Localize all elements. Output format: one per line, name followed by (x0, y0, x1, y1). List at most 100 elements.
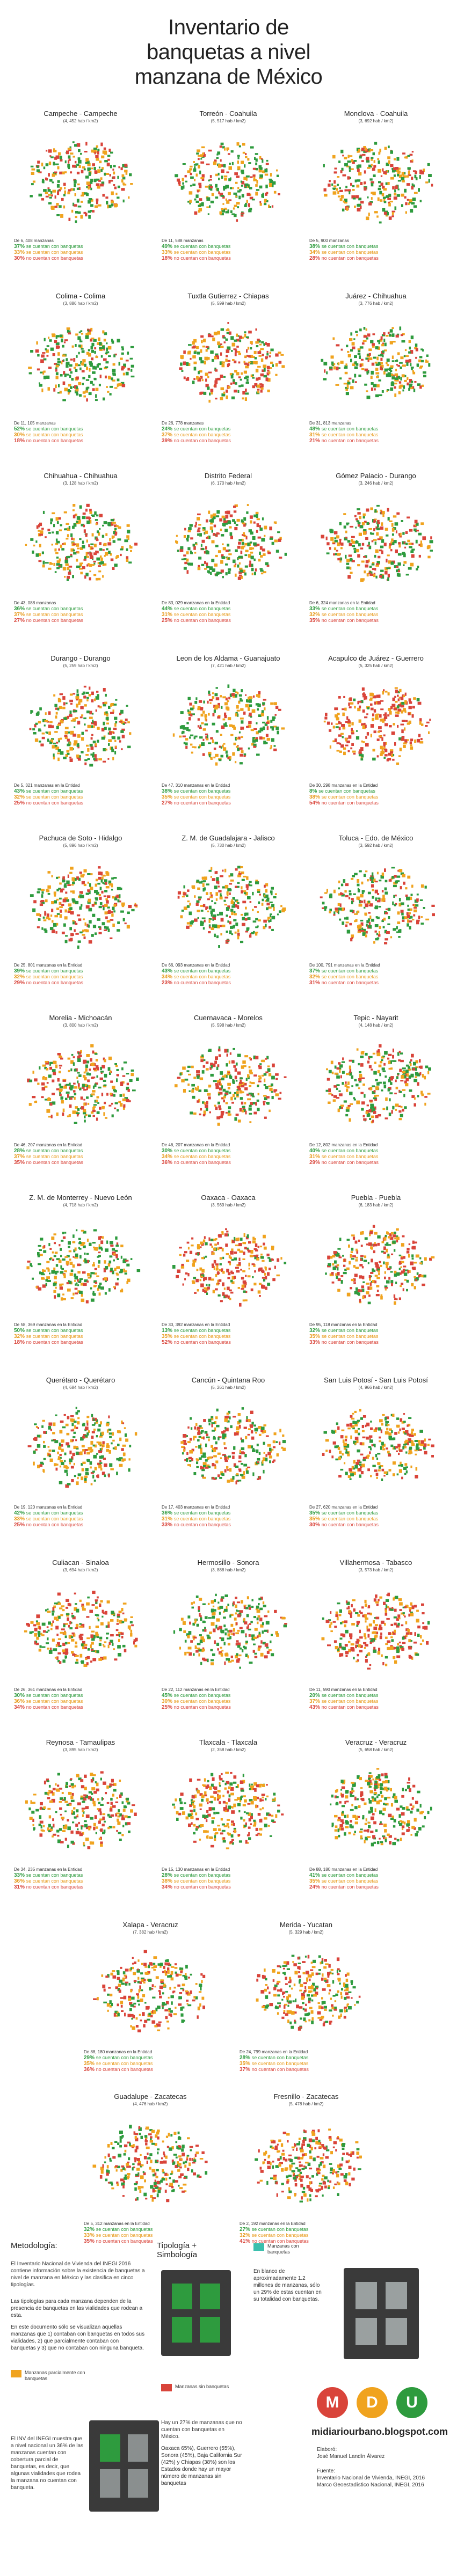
city-block (373, 1111, 376, 1114)
city-block (190, 743, 193, 746)
city-block (68, 1114, 71, 1117)
city-block (388, 545, 391, 549)
city-block (217, 1049, 221, 1052)
city-block (383, 1063, 386, 1066)
city-block (121, 735, 125, 738)
city-block (375, 363, 380, 366)
city-block (237, 692, 239, 695)
city-block (343, 879, 346, 883)
city-block (44, 1066, 47, 1070)
city-stat-value: 28% (14, 1148, 26, 1154)
city-block (359, 355, 361, 359)
city-block (93, 560, 96, 563)
city-block (270, 890, 273, 894)
city-block (226, 389, 228, 393)
city-block (188, 344, 192, 346)
city-block (402, 389, 404, 392)
city-block (53, 388, 56, 392)
city-block (107, 542, 112, 546)
city-block (253, 558, 256, 561)
city-block (256, 180, 258, 184)
city-block (371, 158, 373, 161)
city-block (268, 204, 270, 208)
city-block (78, 165, 81, 168)
city-block (368, 1087, 371, 1090)
city-block (368, 202, 372, 206)
city-block (111, 889, 113, 891)
city-block (266, 1096, 270, 1099)
city-block (101, 876, 104, 880)
city-block (380, 357, 383, 361)
city-block (221, 363, 225, 368)
city-block (122, 164, 125, 167)
city-block (321, 535, 324, 539)
city-block (390, 1076, 394, 1079)
city-block (88, 1114, 91, 1117)
city-block (204, 532, 206, 535)
city-block (112, 906, 115, 911)
city-block (239, 1090, 243, 1094)
city-panel: Torreón - Coahuila (5, 517 hab / km2) De 1… (158, 110, 298, 282)
city-block (193, 546, 196, 550)
city-block (108, 1072, 111, 1075)
city-block (390, 936, 393, 939)
city-block (236, 346, 239, 348)
city-block (217, 172, 220, 175)
city-block (246, 699, 250, 702)
city-block (245, 392, 249, 395)
city-block (359, 1075, 362, 1078)
city-block (77, 211, 81, 214)
city-block (110, 704, 112, 707)
city-block (414, 174, 417, 179)
city-stat-label: se cuentan con banquetas (26, 968, 83, 974)
city-block (211, 517, 215, 519)
city-block (66, 374, 69, 376)
city-block (111, 747, 113, 750)
city-block (49, 562, 52, 565)
city-block (223, 376, 226, 378)
city-stats: De 5, 900 manzanas 38% se cuentan con ban… (309, 238, 379, 261)
city-block (56, 521, 59, 524)
city-block (219, 745, 222, 748)
city-block (419, 170, 423, 172)
city-block (73, 188, 75, 191)
city-block (404, 1080, 407, 1084)
city-block (180, 186, 184, 190)
city-block (215, 355, 219, 357)
city-block (335, 723, 338, 725)
city-block (84, 1258, 86, 1261)
city-block (226, 332, 229, 334)
city-block (347, 160, 351, 163)
city-block (349, 1069, 352, 1072)
city-block (345, 1108, 350, 1112)
city-block (412, 706, 415, 709)
city-block (225, 1091, 229, 1093)
city-block (379, 221, 382, 224)
city-block (207, 333, 212, 338)
city-block (78, 701, 81, 705)
city-block (90, 519, 92, 524)
city-block (220, 875, 223, 877)
city-block (226, 754, 229, 758)
city-block (83, 696, 86, 699)
city-block (241, 1082, 245, 1085)
city-block (365, 1111, 368, 1114)
city-block (422, 536, 426, 540)
city-block (260, 727, 263, 730)
city-block (371, 532, 374, 535)
city-block (266, 738, 270, 741)
city-block (237, 545, 241, 549)
city-block (63, 194, 66, 196)
city-block (324, 194, 328, 197)
city-block (220, 397, 223, 400)
city-block (348, 702, 350, 706)
city-block (371, 1121, 374, 1124)
city-block (221, 515, 225, 518)
city-block (378, 362, 381, 366)
city-block (50, 156, 54, 158)
city-block (237, 866, 241, 869)
city-block (69, 364, 72, 367)
city-block (378, 555, 381, 559)
city-block (264, 199, 267, 201)
city-block (380, 199, 383, 202)
